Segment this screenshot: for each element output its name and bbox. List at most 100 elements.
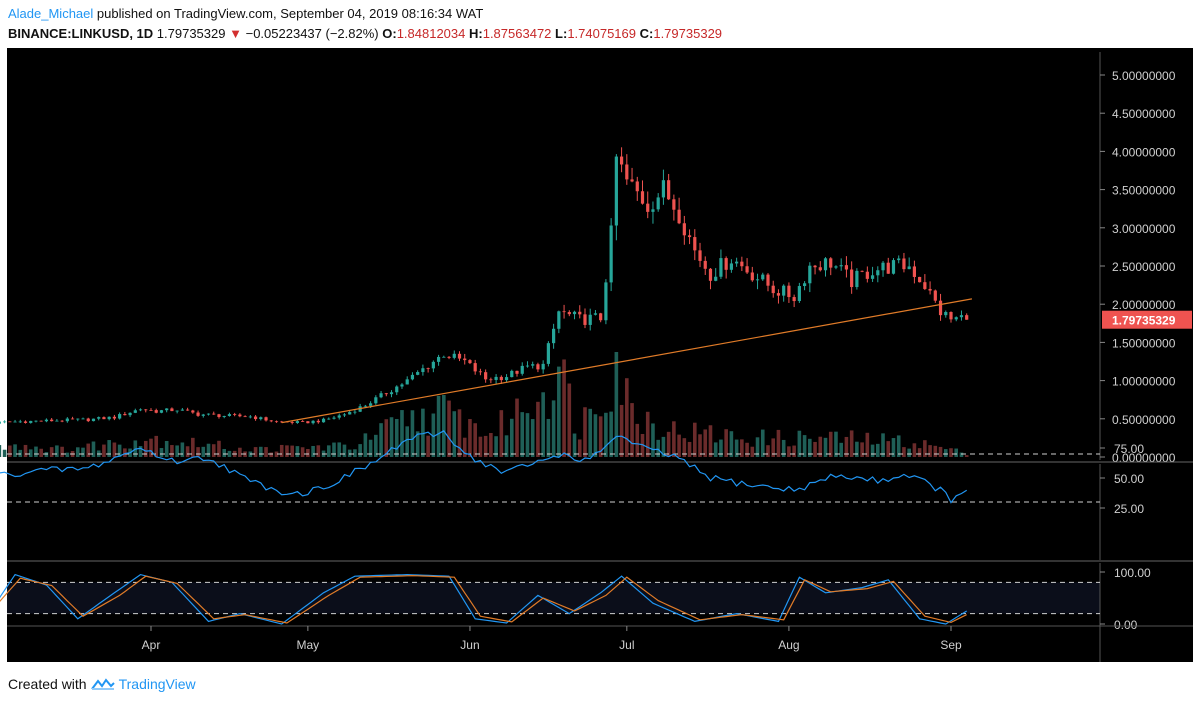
candle-body <box>494 376 498 380</box>
volume-bar <box>311 445 315 457</box>
chart-background <box>7 48 1193 662</box>
volume-bar <box>306 448 310 457</box>
candle-body <box>635 181 639 192</box>
volume-bar <box>740 439 744 457</box>
volume-bar <box>588 408 593 457</box>
volume-bar <box>374 434 378 457</box>
candle-body <box>855 270 859 288</box>
volume-bar <box>227 450 232 457</box>
candle-body <box>70 418 75 420</box>
high-value: 1.87563472 <box>482 26 552 41</box>
volume-bar <box>954 448 959 457</box>
volume-bar <box>666 431 671 457</box>
candle-body <box>379 393 383 398</box>
candle-body <box>792 297 796 302</box>
candle-body <box>118 414 122 419</box>
candle-body <box>599 313 603 321</box>
volume-bar <box>107 440 111 457</box>
candle-body <box>400 384 404 387</box>
volume-bar <box>625 378 629 457</box>
candle-body <box>729 263 733 270</box>
volume-bar <box>117 444 122 457</box>
volume-bar <box>149 438 153 457</box>
volume-bar <box>645 411 650 457</box>
volume-bar <box>891 438 896 457</box>
candle-body <box>740 261 744 267</box>
candle-body <box>159 410 164 413</box>
high-label: H: <box>469 26 483 41</box>
candle-body <box>34 420 38 422</box>
rsi-tick-label: 50.00 <box>1114 472 1144 486</box>
volume-bar <box>300 447 305 457</box>
candle-body <box>823 258 828 271</box>
volume-bar <box>452 411 457 457</box>
candle-body <box>484 372 488 380</box>
candle-body <box>714 276 718 281</box>
volume-bar <box>206 443 211 457</box>
candle-body <box>583 314 587 325</box>
volume-bar <box>143 440 148 457</box>
volume-bar <box>457 409 462 457</box>
volume-bar <box>619 404 624 457</box>
volume-bar <box>577 439 582 457</box>
volume-bar <box>353 449 357 457</box>
candle-body <box>426 368 430 370</box>
volume-bar <box>123 448 127 457</box>
stoch-pane[interactable]: 0.00 100.00 <box>0 563 1151 662</box>
candle-body <box>112 416 116 419</box>
candle-body <box>311 420 315 424</box>
volume-bar <box>421 408 425 457</box>
candle-body <box>619 156 624 165</box>
last-price-label: 1.79735329 <box>1112 314 1176 328</box>
rsi-pane[interactable]: 25.00 50.00 75.00 <box>0 430 1193 562</box>
candle-body <box>175 410 179 412</box>
stoch-k-line <box>0 573 968 625</box>
candle-body <box>954 317 958 320</box>
volume-bar <box>201 446 206 457</box>
candle-body <box>667 180 671 200</box>
candle-body <box>149 410 153 411</box>
price-tick-label: 0.50000000 <box>1112 413 1176 427</box>
x-tick-label: Jul <box>619 638 634 652</box>
volume-bar <box>938 446 943 457</box>
volume-bar <box>541 392 545 457</box>
volume-bar <box>839 442 843 457</box>
candle-body <box>865 271 869 279</box>
candle-body <box>593 313 598 315</box>
candle-body <box>452 353 456 358</box>
candle-body <box>698 250 702 261</box>
candle-body <box>928 288 932 291</box>
volume-bar <box>776 429 781 457</box>
volume-bar <box>499 410 504 457</box>
candle-body <box>614 156 618 226</box>
chart-canvas[interactable]: 0.000000000.500000001.000000001.50000000… <box>0 48 1200 664</box>
candle-body <box>682 223 686 236</box>
candle-body <box>860 270 864 272</box>
volume-bar <box>81 447 85 457</box>
price-pane[interactable]: 0.000000000.500000001.000000001.50000000… <box>0 52 1193 465</box>
candle-body <box>97 417 101 419</box>
volume-bar <box>682 438 687 457</box>
candle-body <box>834 266 838 268</box>
volume-bar <box>745 442 749 457</box>
candle-body <box>656 197 660 210</box>
volume-bar <box>860 442 864 457</box>
candle-body <box>750 272 754 281</box>
volume-bar <box>279 444 284 457</box>
volume-bar <box>713 442 718 457</box>
footer: Created with TradingView <box>8 676 196 692</box>
candle-body <box>332 417 336 419</box>
volume-bar <box>886 441 891 457</box>
volume-bar <box>489 433 493 457</box>
author-link[interactable]: Alade_Michael <box>8 6 94 21</box>
tradingview-brand[interactable]: TradingView <box>118 676 196 692</box>
volume-bar <box>138 446 143 457</box>
volume-bar <box>734 439 739 457</box>
volume-bar <box>180 442 185 457</box>
stoch-tick-label: 100.00 <box>1114 566 1151 580</box>
candle-body <box>44 419 49 422</box>
candle-body <box>290 422 294 423</box>
candle-body <box>504 377 509 381</box>
candle-body <box>630 179 634 182</box>
volume-bar <box>630 403 634 457</box>
